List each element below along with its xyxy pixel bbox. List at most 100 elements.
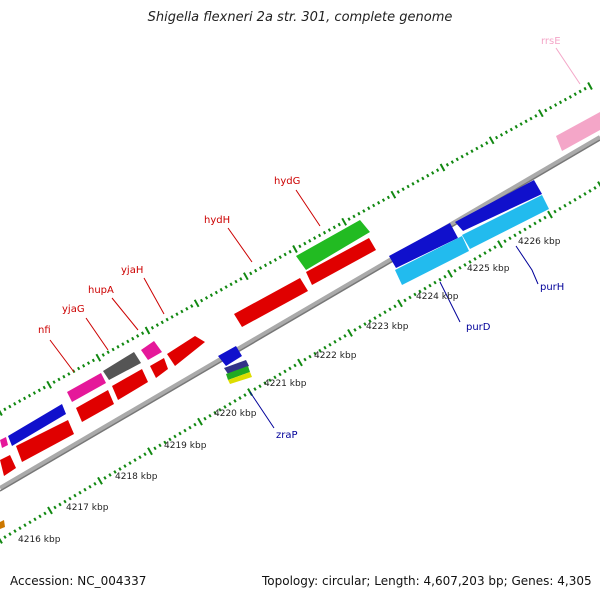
minor-tick: [63, 499, 67, 504]
minor-tick: [433, 280, 437, 285]
minor-tick: [278, 255, 282, 259]
outer-tick-row: [0, 82, 593, 416]
gene-arrow[interactable]: [306, 238, 376, 285]
gene-arrow[interactable]: [8, 404, 66, 446]
gene-arrow[interactable]: [150, 358, 168, 378]
minor-tick: [173, 434, 177, 439]
major-tick: [46, 380, 52, 389]
gene-arrow[interactable]: [228, 372, 252, 384]
gene-arrow[interactable]: [76, 390, 114, 422]
minor-tick: [163, 440, 167, 445]
minor-tick: [436, 168, 440, 172]
gene-label-hupA[interactable]: hupA: [88, 285, 114, 296]
minor-tick: [413, 292, 417, 297]
gene-arrow[interactable]: [395, 236, 469, 285]
minor-tick: [213, 410, 217, 415]
gene-arrow[interactable]: [167, 336, 205, 366]
rrsE-callout: [555, 47, 581, 85]
minor-tick: [158, 443, 162, 448]
minor-tick: [573, 92, 577, 96]
minor-tick: [478, 254, 482, 258]
gene-arrow[interactable]: [462, 195, 549, 249]
minor-tick: [445, 163, 449, 167]
gene-arrow[interactable]: [389, 223, 458, 268]
minor-tick: [303, 357, 307, 362]
minor-tick: [386, 195, 390, 200]
gene-arrow[interactable]: [556, 112, 600, 151]
gene-label-yjaG[interactable]: yjaG: [62, 304, 85, 315]
major-tick: [597, 181, 600, 187]
gene-arrow[interactable]: [0, 437, 8, 448]
major-tick: [397, 299, 403, 308]
minor-tick: [383, 310, 387, 315]
minor-tick: [303, 241, 307, 246]
minor-tick: [188, 425, 192, 430]
minor-tick: [111, 347, 115, 352]
backbone-line: [0, 135, 600, 490]
minor-tick: [538, 218, 542, 223]
gene-arrow[interactable]: [0, 455, 16, 476]
gene-arrow[interactable]: [455, 180, 542, 231]
minor-tick: [263, 381, 267, 386]
gene-arrow[interactable]: [67, 373, 106, 402]
gene-label-hydG[interactable]: hydG: [274, 176, 300, 187]
minor-tick: [68, 496, 72, 501]
gene-arrow[interactable]: [103, 352, 141, 380]
kbp-label: 4219 kbp: [164, 441, 207, 451]
gene-arrow[interactable]: [0, 520, 5, 529]
minor-tick: [363, 322, 367, 326]
gene-arrow[interactable]: [224, 360, 249, 374]
minor-tick: [455, 157, 459, 162]
minor-tick: [533, 221, 537, 226]
minor-tick: [493, 245, 497, 249]
minor-tick: [165, 317, 169, 322]
minor-tick: [283, 252, 287, 257]
minor-tick: [308, 239, 312, 243]
gene-arrow[interactable]: [218, 346, 242, 366]
gene-label-zraP[interactable]: zraP: [276, 430, 298, 441]
gene-label-rrsE[interactable]: rrsE: [541, 36, 561, 47]
gene-arrow[interactable]: [141, 341, 162, 360]
gene-label-nfi[interactable]: nfi: [38, 325, 51, 336]
minor-tick: [450, 160, 454, 164]
gene-label-yjaH[interactable]: yjaH: [121, 265, 143, 276]
gene-label-hydH[interactable]: hydH: [204, 215, 230, 226]
kbp-label: 4218 kbp: [115, 472, 158, 482]
major-tick: [47, 506, 53, 515]
gene-label-purH[interactable]: purH: [540, 282, 564, 293]
kbp-label: 4217 kbp: [66, 503, 109, 513]
minor-tick: [126, 339, 130, 344]
gene-arrow[interactable]: [296, 220, 370, 270]
gene-label-purD[interactable]: purD: [466, 322, 491, 333]
minor-tick: [38, 514, 42, 519]
minor-tick: [204, 296, 209, 300]
minor-tick: [583, 192, 587, 196]
minor-tick: [593, 186, 597, 190]
gene-arrow[interactable]: [112, 369, 148, 400]
minor-tick: [178, 431, 182, 436]
minor-tick: [180, 309, 184, 314]
minor-tick: [411, 182, 415, 186]
major-tick: [0, 409, 3, 416]
minor-tick: [150, 326, 154, 330]
minor-tick: [362, 209, 366, 213]
minor-tick: [190, 304, 194, 308]
kbp-label: 4226 kbp: [518, 237, 561, 247]
minor-tick: [353, 328, 357, 332]
minor-tick: [183, 428, 187, 433]
reverse-callouts: [249, 245, 539, 429]
minor-tick: [18, 399, 22, 403]
minor-tick: [263, 263, 268, 268]
genome-summary: Topology: circular; Length: 4,607,203 bp…: [262, 574, 592, 588]
minor-tick: [3, 535, 7, 539]
gene-arrow[interactable]: [226, 366, 250, 380]
minor-tick: [13, 529, 17, 533]
minor-tick: [93, 481, 97, 486]
gene-arrow[interactable]: [234, 278, 308, 327]
minor-tick: [160, 320, 164, 325]
kbp-label: 4216 kbp: [18, 535, 61, 545]
minor-tick: [143, 452, 147, 457]
major-tick: [538, 109, 544, 118]
minor-tick: [33, 517, 37, 522]
gene-arrow[interactable]: [16, 420, 74, 462]
